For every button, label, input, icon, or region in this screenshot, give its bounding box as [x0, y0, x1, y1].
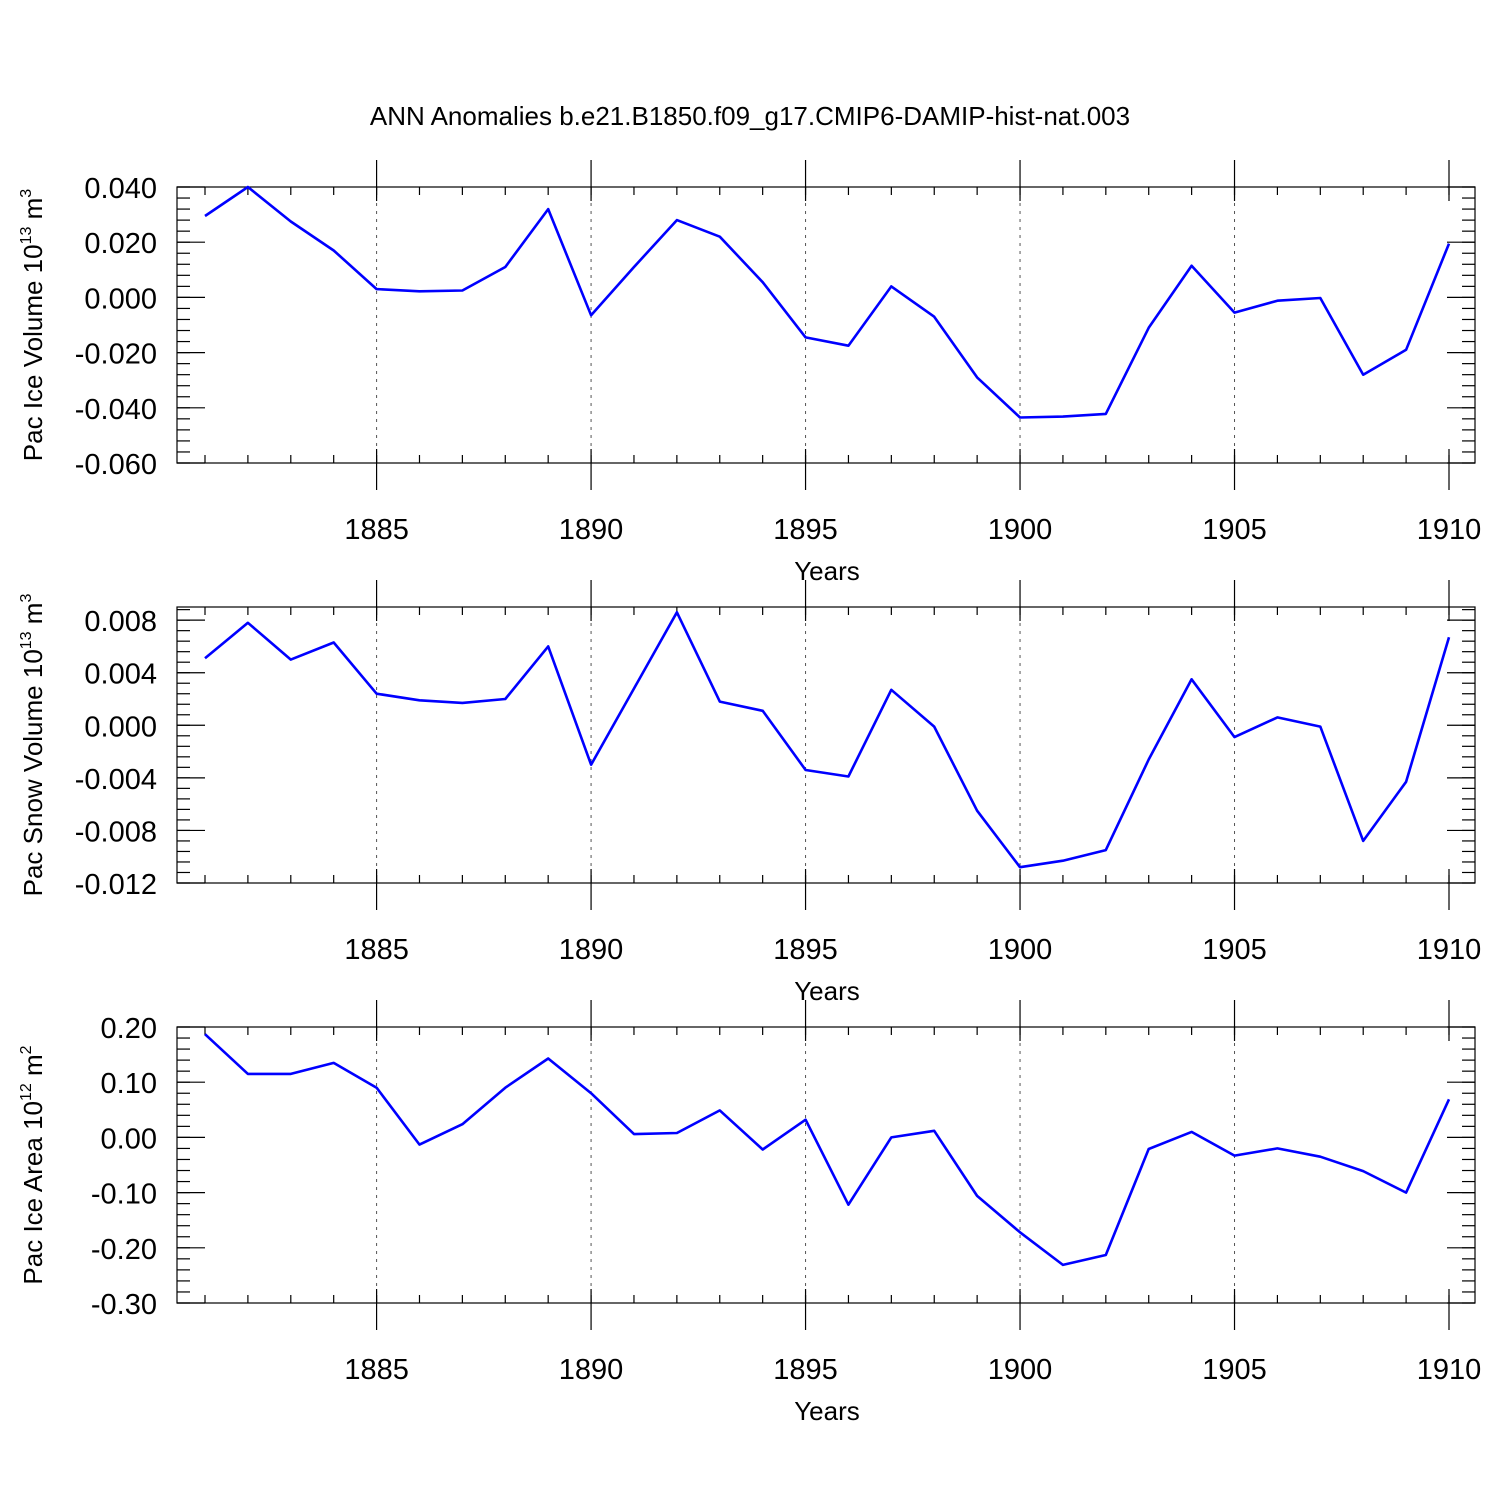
y-tick-label: 0.00 [101, 1123, 157, 1155]
y-axis-label-unit: m [18, 603, 48, 632]
x-tick-label: 1910 [1417, 1354, 1482, 1386]
y-tick-label: -0.20 [91, 1234, 157, 1266]
x-tick-label: 1885 [344, 1354, 409, 1386]
y-tick-label: -0.004 [75, 764, 157, 796]
x-tick-label: 1900 [988, 934, 1053, 966]
chart-panel-1: 1885 1890 1895 1900 1905 1910 0.040 0.020 0.000 -… [18, 160, 1481, 586]
x-tick-label: 1890 [559, 514, 624, 546]
chart-panel-2: 1885 1890 1895 1900 1905 1910 0.008 0.004 0.000 -… [18, 580, 1481, 1006]
x-tick-label: 1910 [1417, 934, 1482, 966]
x-tick-label: 1905 [1202, 934, 1267, 966]
series-line [204, 610, 1451, 869]
y-tick-label: -0.012 [75, 869, 157, 901]
y-tick-label: 0.008 [84, 606, 157, 638]
y-axis-label: Pac Ice Area 1012 m2 [18, 1045, 48, 1284]
chart-title: ANN Anomalies b.e21.B1850.f09_g17.CMIP6-… [370, 101, 1130, 131]
x-tick-label: 1885 [344, 934, 409, 966]
x-tick-label: 1905 [1202, 1354, 1267, 1386]
y-tick-label: 0.020 [84, 228, 157, 260]
series-line [204, 1033, 1451, 1267]
y-tick-label: 0.10 [101, 1068, 157, 1100]
x-tick-label: 1885 [344, 514, 409, 546]
y-axis-label: Pac Snow Volume 1013 m3 [18, 594, 48, 897]
x-tick-label: 1890 [559, 934, 624, 966]
y-tick-label: -0.020 [75, 339, 157, 371]
y-tick-label: -0.008 [75, 816, 157, 848]
x-axis-label: Years [794, 976, 860, 1006]
chart-panel-3: 1885 1890 1895 1900 1905 1910 0.20 0.10 0.00 -0.1… [18, 1000, 1481, 1426]
y-axis-label-unit-exponent: 3 [18, 594, 35, 603]
y-tick-label: -0.10 [91, 1179, 157, 1211]
x-tick-label: 1905 [1202, 514, 1267, 546]
y-axis-label-main: Pac Ice Volume 10 [18, 244, 48, 461]
x-tick-label: 1895 [773, 1354, 838, 1386]
x-tick-label: 1910 [1417, 514, 1482, 546]
x-axis-label: Years [794, 1396, 860, 1426]
y-tick-label: 0.000 [84, 283, 157, 315]
y-axis-label-main: Pac Snow Volume 10 [18, 649, 48, 896]
x-tick-label: 1890 [559, 1354, 624, 1386]
x-tick-label: 1900 [988, 514, 1053, 546]
x-axis-label: Years [794, 556, 860, 586]
y-tick-label: 0.004 [84, 659, 157, 691]
y-tick-label: 0.040 [84, 173, 157, 205]
x-tick-label: 1900 [988, 1354, 1053, 1386]
y-axis-label-unit: m [18, 198, 48, 227]
y-axis-label-exponent: 13 [18, 631, 35, 649]
y-axis-label-main: Pac Ice Area 10 [18, 1101, 48, 1285]
y-axis-label-unit-exponent: 2 [18, 1045, 35, 1054]
series-line [204, 185, 1451, 419]
y-axis-label-exponent: 13 [18, 226, 35, 244]
y-tick-label: -0.040 [75, 394, 157, 426]
y-tick-label: 0.000 [84, 711, 157, 743]
plot-frame [176, 1026, 1476, 1304]
x-tick-label: 1895 [773, 934, 838, 966]
y-axis-label-exponent: 12 [18, 1083, 35, 1101]
x-tick-label: 1895 [773, 514, 838, 546]
y-axis-label-unit-exponent: 3 [18, 189, 35, 198]
y-tick-label: -0.30 [91, 1289, 157, 1321]
y-tick-label: -0.060 [75, 449, 157, 481]
plot-frame [176, 606, 1476, 884]
y-axis-label-unit: m [18, 1054, 48, 1083]
plot-frame [176, 186, 1476, 464]
y-axis-label: Pac Ice Volume 1013 m3 [18, 189, 48, 462]
y-tick-label: 0.20 [101, 1013, 157, 1045]
